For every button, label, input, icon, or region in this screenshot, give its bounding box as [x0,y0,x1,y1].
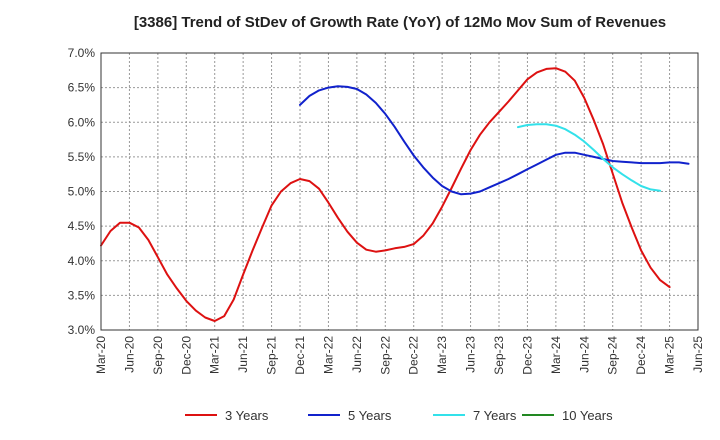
x-tick-label: Mar-23 [435,336,449,374]
x-tick-label: Mar-25 [663,336,677,374]
y-tick-label: 6.5% [68,81,96,95]
x-tick-label: Mar-24 [549,336,563,374]
gridlines [101,53,698,330]
x-tick-label: Dec-22 [407,336,421,375]
legend-label: 5 Years [348,408,392,423]
legend-label: 3 Years [225,408,269,423]
x-tick-label: Sep-22 [378,336,392,375]
series-line-7-years [517,123,662,192]
series-line-5-years [299,85,690,196]
x-tick-label: Mar-21 [208,336,222,374]
series-layer [100,67,690,322]
chart-title: [3386] Trend of StDev of Growth Rate (Yo… [134,14,666,31]
x-tick-label: Jun-22 [350,336,364,373]
x-tick-label: Dec-23 [520,336,534,375]
x-tick-label: Sep-20 [151,336,165,375]
x-tick-label: Sep-21 [265,336,279,375]
x-tick-label: Dec-24 [634,336,648,375]
x-tick-label: Jun-25 [691,336,705,373]
x-tick-label: Jun-23 [464,336,478,373]
x-tick-label: Dec-21 [293,336,307,375]
x-tick-label: Sep-23 [492,336,506,375]
x-tick-label: Dec-20 [179,336,193,375]
y-tick-label: 7.0% [68,46,96,60]
x-tick-label: Mar-20 [94,336,108,374]
x-tick-label: Jun-20 [122,336,136,373]
y-tick-label: 5.0% [68,185,96,199]
y-tick-label: 4.0% [68,254,96,268]
y-axis: 3.0% 3.5% 4.0% 4.5% 5.0% 5.5% 6.0% 6.5% 7.0% [68,46,96,337]
x-tick-label: Sep-24 [606,336,620,375]
y-tick-label: 6.0% [68,115,96,129]
y-tick-label: 3.5% [68,288,96,302]
y-tick-label: 5.5% [68,150,96,164]
series-line-3-years [100,67,671,322]
x-axis: Mar-20 Jun-20 Sep-20 Dec-20 Mar-21 Jun-21 Sep-… [94,336,705,375]
x-tick-label: Jun-24 [577,336,591,373]
y-tick-label: 4.5% [68,219,96,233]
legend: 3 Years 5 Years 7 Years 10 Years [185,408,613,423]
legend-label: 10 Years [562,408,613,423]
y-tick-label: 3.0% [68,323,96,337]
plot-frame [100,52,699,331]
x-tick-label: Mar-22 [321,336,335,374]
legend-label: 7 Years [473,408,517,423]
x-tick-label: Jun-21 [236,336,250,373]
